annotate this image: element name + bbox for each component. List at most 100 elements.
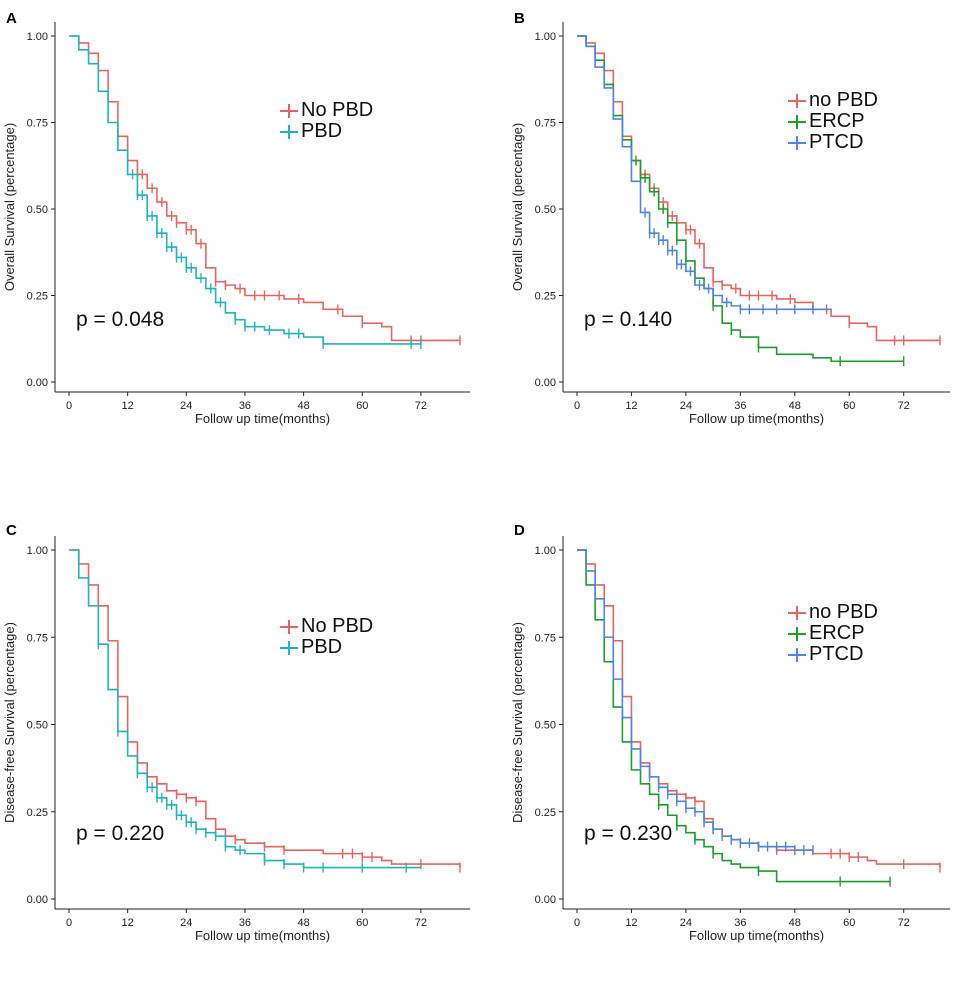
legend-item: PTCD <box>788 643 878 665</box>
legend-item: PBD <box>280 636 373 658</box>
y-tick-label: 0.00 <box>535 377 556 389</box>
y-tick-label: 0.75 <box>27 118 48 130</box>
x-tick-label: 0 <box>574 917 580 929</box>
x-tick-label: 12 <box>122 400 134 412</box>
legend-label: ERCP <box>809 110 865 132</box>
legend: no PBD ERCP PTCD <box>788 601 878 665</box>
legend-label: ERCP <box>809 622 865 644</box>
y-tick-label: 0.00 <box>535 894 556 906</box>
x-tick-label: 48 <box>789 400 801 412</box>
panel-letter: A <box>6 10 17 27</box>
y-tick-label: 1.00 <box>535 545 556 557</box>
legend-key <box>280 100 298 121</box>
x-tick-label: 0 <box>66 917 72 929</box>
x-tick-label: 72 <box>415 400 427 412</box>
y-tick-label: 0.75 <box>535 118 556 130</box>
x-tick-label: 0 <box>66 400 72 412</box>
x-tick-label: 48 <box>297 917 309 929</box>
y-tick-label: 0.75 <box>535 632 556 644</box>
panel-c: C 0.00 0.25 0.50 0.75 1.00 0 12 24 36 48 60 72 Follo… <box>0 512 478 996</box>
p-value: p = 0.220 <box>76 822 165 845</box>
y-axis-title: Disease-free Survival (percentage) <box>2 622 17 823</box>
x-tick-label: 72 <box>415 917 427 929</box>
x-axis-title: Follow up time(months) <box>689 411 824 426</box>
y-tick-label: 0.25 <box>535 807 556 819</box>
panel-letter: B <box>514 10 525 27</box>
panel-letter: D <box>514 522 525 539</box>
y-tick-label: 1.00 <box>27 545 48 557</box>
legend-key <box>788 602 806 623</box>
x-tick-label: 24 <box>180 917 192 929</box>
y-tick-label: 0.50 <box>27 204 48 216</box>
figure: A 0.00 0.25 0.50 0.75 1.00 0 12 24 36 48 60 72 Follo… <box>0 0 957 943</box>
y-tick-label: 0.00 <box>27 377 48 389</box>
panel-a: A 0.00 0.25 0.50 0.75 1.00 0 12 24 36 48 60 72 Follo… <box>0 0 478 484</box>
survival-curve <box>577 35 904 363</box>
legend-label: No PBD <box>301 99 374 121</box>
y-tick-label: 0.50 <box>27 720 48 732</box>
x-axis-title: Follow up time(months) <box>689 928 824 943</box>
legend-item: No PBD <box>280 99 374 121</box>
x-tick-label: 60 <box>843 400 855 412</box>
y-tick-label: 0.75 <box>27 632 48 644</box>
legend-key <box>788 644 806 665</box>
legend-key <box>788 90 806 111</box>
y-axis-title: Overall Survival (percentage) <box>2 123 17 291</box>
x-axis-title: Follow up time(months) <box>195 928 330 943</box>
km-plot: 0.00 0.25 0.50 0.75 1.00 0 12 24 36 48 60 72 Follow … <box>510 22 950 426</box>
legend-key <box>280 616 298 637</box>
survival-curve <box>69 35 421 345</box>
x-tick-label: 36 <box>239 400 251 412</box>
panel-b: B 0.00 0.25 0.50 0.75 1.00 0 12 24 36 48 60 72 Follo… <box>508 0 957 484</box>
legend-item: ERCP <box>788 110 878 132</box>
x-tick-label: 72 <box>898 400 910 412</box>
x-tick-label: 60 <box>356 917 368 929</box>
legend-label: no PBD <box>809 89 878 111</box>
legend-item: PTCD <box>788 131 878 153</box>
x-tick-label: 60 <box>843 917 855 929</box>
legend-label: PTCD <box>809 131 864 153</box>
x-tick-label: 12 <box>625 917 637 929</box>
legend-item: No PBD <box>280 615 373 637</box>
x-axis-title: Follow up time(months) <box>195 411 330 426</box>
y-tick-label: 0.00 <box>27 894 48 906</box>
x-tick-label: 0 <box>574 400 580 412</box>
legend: No PBD PBD <box>280 615 373 658</box>
panel-letter: C <box>6 522 17 539</box>
x-tick-label: 36 <box>734 917 746 929</box>
x-tick-label: 72 <box>898 917 910 929</box>
x-tick-label: 48 <box>297 400 309 412</box>
legend-label: PTCD <box>809 643 864 665</box>
x-tick-label: 24 <box>180 400 192 412</box>
survival-curve <box>69 549 461 868</box>
legend-item: no PBD <box>788 89 878 111</box>
km-plot: 0.00 0.25 0.50 0.75 1.00 0 12 24 36 48 60 72 Follow … <box>2 536 470 943</box>
km-plot: 0.00 0.25 0.50 0.75 1.00 0 12 24 36 48 60 72 Follow … <box>510 536 950 943</box>
legend-key <box>788 111 806 132</box>
x-tick-label: 24 <box>680 400 692 412</box>
panel-d: D 0.00 0.25 0.50 0.75 1.00 0 12 24 36 48 60 72 Follo… <box>508 512 957 996</box>
km-plot: 0.00 0.25 0.50 0.75 1.00 0 12 24 36 48 60 72 Follow … <box>2 22 470 426</box>
p-value: p = 0.140 <box>584 308 673 331</box>
p-value: p = 0.048 <box>76 308 165 331</box>
y-tick-label: 0.50 <box>535 720 556 732</box>
y-tick-label: 0.25 <box>27 807 48 819</box>
legend-item: PBD <box>280 120 373 142</box>
y-tick-label: 1.00 <box>27 31 48 43</box>
legend-key <box>280 637 298 658</box>
survival-curve <box>577 549 941 868</box>
x-tick-label: 12 <box>625 400 637 412</box>
survival-curve <box>577 549 891 883</box>
y-axis-title: Disease-free Survival (percentage) <box>510 622 525 823</box>
x-tick-label: 60 <box>356 400 368 412</box>
x-tick-label: 24 <box>680 917 692 929</box>
legend-key <box>280 121 298 142</box>
x-tick-label: 36 <box>239 917 251 929</box>
y-tick-label: 0.50 <box>535 204 556 216</box>
legend: No PBD PBD <box>280 99 374 142</box>
p-value: p = 0.230 <box>584 822 673 845</box>
y-tick-label: 0.25 <box>27 291 48 303</box>
y-tick-label: 1.00 <box>535 31 556 43</box>
legend-key <box>788 623 806 644</box>
survival-curve <box>69 549 421 869</box>
